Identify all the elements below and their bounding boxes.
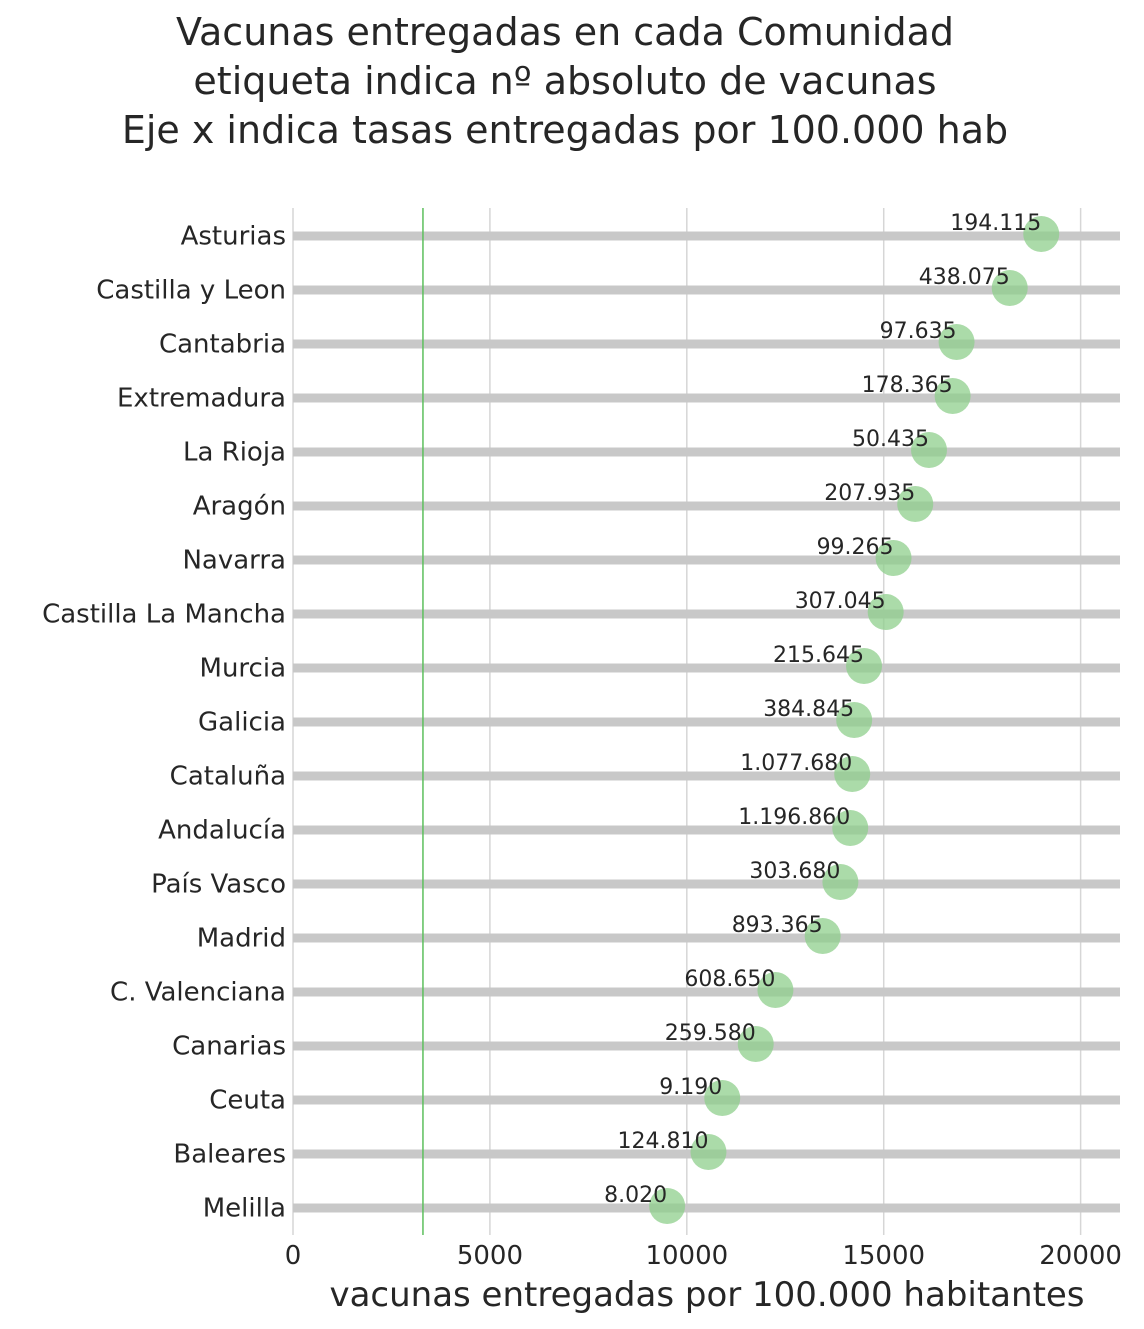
x-axis-label: vacunas entregadas por 100.000 habitante… bbox=[329, 1275, 1084, 1315]
y-tick-label: La Rioja bbox=[183, 438, 286, 468]
y-tick-label: Aragón bbox=[193, 492, 286, 522]
data-point bbox=[911, 432, 948, 468]
data-label: 384.845 bbox=[763, 697, 854, 722]
data-point bbox=[822, 864, 859, 900]
data-point bbox=[867, 594, 904, 630]
data-label: 307.045 bbox=[795, 589, 886, 614]
data-label: 215.645 bbox=[773, 643, 864, 668]
data-point bbox=[991, 270, 1028, 306]
y-tick-label: Asturias bbox=[181, 222, 286, 252]
data-label: 608.650 bbox=[684, 967, 775, 992]
x-tick-label: 0 bbox=[285, 1241, 302, 1271]
data-point bbox=[757, 972, 794, 1008]
title-line-1: Vacunas entregadas en cada Comunidad bbox=[176, 10, 954, 54]
y-tick-labels: Asturias Castilla y Leon Cantabria Extremad… bbox=[42, 222, 286, 1224]
y-tick-label: Cantabria bbox=[159, 330, 286, 360]
title-line-2: etiqueta indica nº absoluto de vacunas bbox=[193, 59, 936, 103]
data-label: 1.077.680 bbox=[740, 751, 852, 776]
data-label: 97.635 bbox=[880, 319, 957, 344]
data-label: 178.365 bbox=[862, 373, 953, 398]
data-point bbox=[875, 540, 912, 576]
data-label: 8.020 bbox=[604, 1183, 667, 1208]
data-point bbox=[649, 1188, 686, 1224]
lollipop-bars bbox=[293, 231, 1120, 1213]
data-label: 99.265 bbox=[817, 535, 894, 560]
data-label: 124.810 bbox=[617, 1129, 708, 1154]
x-tick-label: 10000 bbox=[645, 1241, 728, 1271]
data-labels: 194.115 438.075 97.635 178.365 50.435 207.935… bbox=[604, 211, 1041, 1208]
y-tick-label: Extremadura bbox=[117, 384, 286, 414]
y-tick-label: Madrid bbox=[197, 924, 286, 954]
y-tick-label: Murcia bbox=[200, 654, 286, 684]
x-tick-labels: 0 5000 10000 15000 20000 bbox=[285, 1241, 1122, 1271]
data-label: 1.196.860 bbox=[738, 805, 850, 830]
data-label: 50.435 bbox=[852, 427, 929, 452]
data-label: 194.115 bbox=[950, 211, 1041, 236]
y-tick-label: Galicia bbox=[198, 708, 286, 738]
data-label: 207.935 bbox=[824, 481, 915, 506]
data-points bbox=[649, 216, 1060, 1224]
y-tick-label: Cataluña bbox=[170, 762, 286, 792]
data-point bbox=[804, 918, 841, 954]
data-label: 893.365 bbox=[732, 913, 823, 938]
data-point bbox=[704, 1080, 741, 1116]
data-label: 303.680 bbox=[749, 859, 840, 884]
y-tick-label: Ceuta bbox=[209, 1086, 286, 1116]
y-tick-label: Baleares bbox=[173, 1140, 286, 1170]
y-tick-label: Navarra bbox=[182, 546, 286, 576]
data-label: 9.190 bbox=[659, 1075, 722, 1100]
data-label: 259.580 bbox=[665, 1021, 756, 1046]
data-point bbox=[934, 378, 971, 414]
data-point bbox=[690, 1134, 727, 1170]
x-tick-label: 20000 bbox=[1039, 1241, 1122, 1271]
chart-title: Vacunas entregadas en cada Comunidad etiq… bbox=[122, 10, 1008, 152]
y-tick-label: Castilla y Leon bbox=[96, 276, 286, 306]
x-tick-label: 5000 bbox=[457, 1241, 523, 1271]
data-point bbox=[846, 648, 883, 684]
x-tick-label: 15000 bbox=[842, 1241, 925, 1271]
data-point bbox=[897, 486, 934, 522]
y-tick-label: C. Valenciana bbox=[110, 978, 286, 1008]
y-tick-label: Andalucía bbox=[158, 816, 286, 846]
data-point bbox=[938, 324, 975, 360]
y-tick-label: Melilla bbox=[203, 1194, 286, 1224]
y-tick-label: País Vasco bbox=[151, 870, 286, 900]
data-label: 438.075 bbox=[919, 265, 1010, 290]
y-tick-label: Castilla La Mancha bbox=[42, 600, 286, 630]
data-point bbox=[737, 1026, 774, 1062]
data-point bbox=[1023, 216, 1060, 252]
y-tick-label: Canarias bbox=[172, 1032, 286, 1062]
data-point bbox=[836, 702, 873, 738]
data-point bbox=[832, 810, 869, 846]
data-point bbox=[834, 756, 871, 792]
title-line-3: Eje x indica tasas entregadas por 100.00… bbox=[122, 108, 1008, 152]
